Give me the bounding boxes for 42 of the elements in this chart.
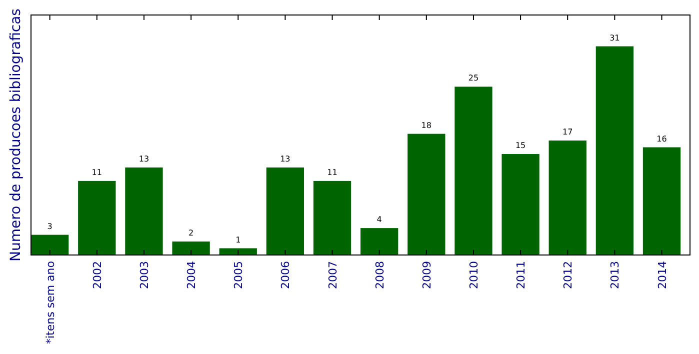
x-tick-label: 2006 bbox=[279, 261, 292, 289]
data-label: 17 bbox=[562, 128, 573, 137]
x-tick-label: 2003 bbox=[138, 261, 151, 289]
x-tick-label: 2004 bbox=[185, 261, 198, 289]
bar bbox=[125, 167, 163, 255]
x-tick-label: 2005 bbox=[232, 261, 246, 289]
data-label: 15 bbox=[515, 141, 526, 150]
x-tick-label: 2013 bbox=[608, 261, 622, 289]
x-tick-label: 2011 bbox=[514, 261, 528, 289]
data-label: 13 bbox=[280, 154, 290, 164]
bar bbox=[313, 180, 352, 255]
data-label: 11 bbox=[92, 168, 102, 177]
bar bbox=[360, 228, 398, 255]
x-tick-label: 2008 bbox=[373, 261, 386, 289]
data-label: 16 bbox=[656, 134, 667, 144]
data-label: 4 bbox=[376, 215, 382, 224]
bar bbox=[642, 147, 681, 255]
bar bbox=[31, 234, 69, 255]
data-label: 13 bbox=[138, 154, 150, 164]
data-label: 3 bbox=[47, 222, 52, 231]
bar bbox=[172, 242, 210, 255]
bar bbox=[596, 46, 634, 255]
bar bbox=[408, 134, 446, 255]
x-tick-label: 2007 bbox=[326, 261, 340, 289]
data-label: 11 bbox=[327, 168, 338, 177]
data-label: 25 bbox=[468, 74, 479, 83]
bar bbox=[502, 154, 540, 255]
y-axis-title: Numero de producoes bibliograficas bbox=[8, 8, 24, 262]
bar bbox=[266, 167, 304, 255]
x-tick-label: 2002 bbox=[90, 261, 104, 289]
x-tick-label: *itens sem ano bbox=[44, 260, 57, 344]
x-tick-label: 2009 bbox=[420, 261, 434, 289]
data-label: 18 bbox=[421, 120, 432, 130]
x-tick-label: 2012 bbox=[562, 261, 575, 289]
bar bbox=[548, 140, 586, 255]
data-label: 31 bbox=[610, 33, 620, 42]
x-tick-label: 2014 bbox=[656, 261, 669, 289]
bar bbox=[454, 86, 492, 255]
data-label: 1 bbox=[236, 235, 241, 244]
bar bbox=[78, 180, 116, 255]
data-label: 2 bbox=[188, 228, 194, 238]
x-tick-label: 2010 bbox=[467, 261, 480, 289]
